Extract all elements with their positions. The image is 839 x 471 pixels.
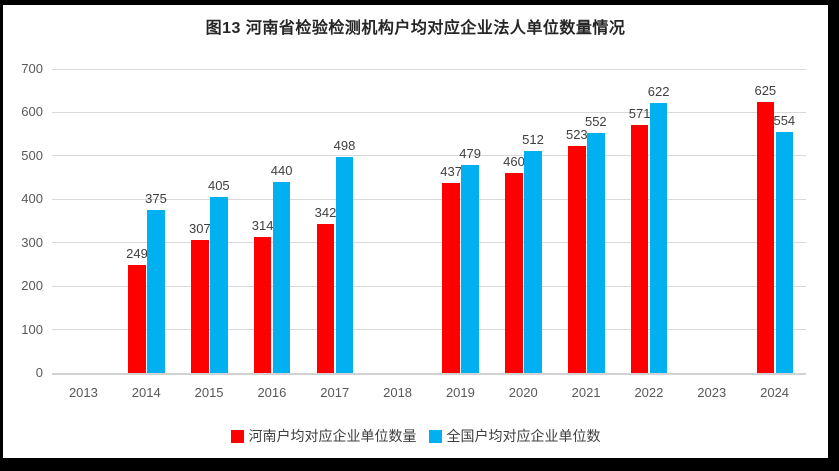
bar-label-national-2020: 512 (522, 131, 544, 147)
bar-label-henan-2014: 249 (126, 245, 148, 261)
x-tick-label-2015: 2015 (194, 385, 224, 400)
x-tick-label-2018: 2018 (383, 385, 413, 400)
bar-henan-2015 (191, 239, 209, 373)
bar-label-henan-2017: 342 (314, 205, 337, 221)
x-tick-label-2020: 2020 (508, 385, 538, 400)
legend-label-national: 全国户均对应企业单位数 (446, 428, 601, 444)
chart-legend: 河南户均对应企业单位数量 全国户均对应企业单位数 (3, 426, 828, 446)
bar-henan-2016 (253, 236, 272, 373)
legend-label-henan: 河南户均对应企业单位数量 (248, 428, 417, 444)
y-tick-label-300: 300 (21, 234, 43, 250)
bar-label-henan-2022: 571 (628, 106, 651, 122)
x-tick-label-2023: 2023 (697, 385, 727, 400)
bar-label-henan-2015: 307 (188, 220, 211, 236)
gridline-400 (52, 198, 806, 200)
y-tick-label-500: 500 (21, 147, 43, 163)
bar-label-national-2014: 375 (145, 191, 167, 207)
bar-label-henan-2016: 314 (251, 217, 274, 233)
y-tick-label-0: 0 (35, 365, 43, 380)
bar-henan-2019 (442, 183, 460, 373)
bar-henan-2017 (316, 224, 335, 373)
y-tick-label-400: 400 (21, 191, 43, 207)
y-tick-label-600: 600 (21, 104, 43, 120)
legend-item-henan: 河南户均对应企业单位数量 (230, 426, 417, 446)
x-tick-label-2014: 2014 (131, 385, 161, 400)
y-tick-label-100: 100 (21, 321, 43, 337)
bar-label-henan-2021: 523 (565, 126, 588, 142)
x-tick-label-2024: 2024 (760, 385, 790, 400)
bar-label-national-2024: 554 (773, 113, 796, 129)
bar-national-2017 (335, 156, 354, 373)
bar-label-national-2015: 405 (207, 178, 230, 194)
x-tick-label-2022: 2022 (634, 385, 664, 400)
y-tick-label-700: 700 (21, 61, 43, 76)
legend-swatch-national (428, 429, 442, 443)
bar-national-2022 (649, 102, 668, 373)
bar-national-2019 (461, 164, 479, 373)
y-tick-label-200: 200 (21, 278, 43, 294)
bar-henan-2014 (128, 264, 146, 373)
legend-item-national: 全国户均对应企业单位数 (428, 426, 601, 446)
bar-label-national-2016: 440 (270, 162, 293, 178)
bar-henan-2021 (568, 145, 586, 373)
bar-label-national-2017: 498 (333, 137, 356, 153)
gridline-100 (52, 329, 806, 331)
gridline-600 (52, 111, 806, 113)
bar-henan-2022 (630, 125, 649, 373)
bar-national-2016 (272, 181, 291, 373)
chart-title: 图13 河南省检验检测机构户均对应企业法人单位数量情况 (205, 20, 626, 37)
chart-area: 图13 河南省检验检测机构户均对应企业法人单位数量情况 河南户均对应企业单位数量… (3, 5, 828, 458)
x-tick-label-2013: 2013 (68, 385, 98, 400)
x-axis-line (52, 373, 806, 375)
bar-henan-2020 (505, 173, 523, 373)
bar-label-national-2019: 479 (459, 145, 481, 161)
x-tick-label-2017: 2017 (320, 385, 350, 400)
gridline-200 (52, 285, 806, 287)
gridline-700 (52, 68, 806, 70)
bar-henan-2024 (756, 101, 775, 373)
bar-label-henan-2020: 460 (503, 154, 525, 170)
legend-swatch-henan (230, 429, 244, 443)
gridline-300 (52, 242, 806, 244)
bar-national-2024 (775, 132, 794, 373)
bar-national-2015 (210, 197, 228, 373)
x-tick-label-2019: 2019 (445, 385, 475, 400)
bar-national-2014 (147, 210, 165, 373)
bar-label-henan-2024: 625 (754, 82, 777, 98)
gridline-500 (52, 155, 806, 157)
bar-national-2020 (524, 150, 542, 373)
bar-label-national-2022: 622 (647, 83, 670, 99)
bar-national-2021 (587, 133, 605, 373)
x-tick-label-2016: 2016 (257, 385, 287, 400)
bar-label-henan-2019: 437 (440, 164, 462, 180)
x-tick-label-2021: 2021 (571, 385, 601, 400)
bar-label-national-2021: 552 (584, 114, 607, 130)
